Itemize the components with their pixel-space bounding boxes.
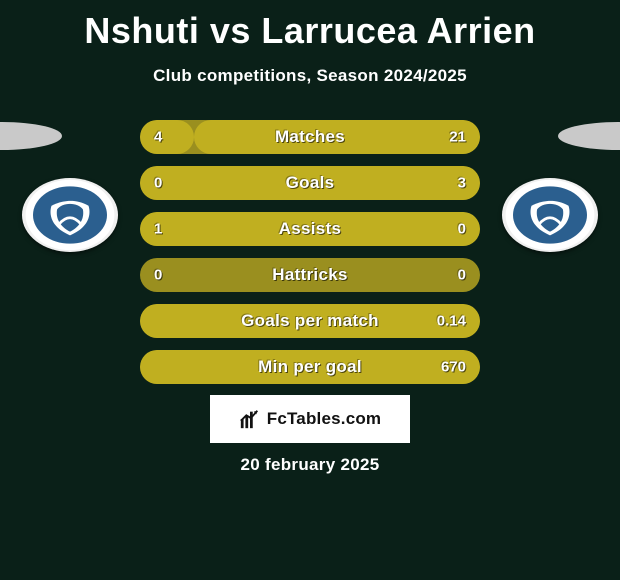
stat-value-left: 0 (154, 175, 162, 192)
stat-value-right: 0.14 (437, 313, 466, 330)
footer-date: 20 february 2025 (0, 455, 620, 475)
stat-row: 670 Min per goal (140, 350, 480, 384)
comparison-bars: 4 21 Matches 0 3 Goals 1 0 Assists 0 0 Hattricks 0.1… (140, 120, 480, 396)
stat-row: 0 0 Hattricks (140, 258, 480, 292)
page-subtitle: Club competitions, Season 2024/2025 (0, 66, 620, 86)
stat-label: Hattricks (272, 265, 347, 285)
stat-label: Goals per match (241, 311, 379, 331)
player-left-silhouette (0, 122, 62, 150)
stat-value-right: 0 (458, 221, 466, 238)
stat-label: Min per goal (258, 357, 362, 377)
stat-row: 1 0 Assists (140, 212, 480, 246)
brand-badge: FcTables.com (210, 395, 410, 443)
stat-value-left: 1 (154, 221, 162, 238)
brand-icon (239, 408, 261, 430)
brand-text: FcTables.com (267, 409, 382, 429)
stat-value-right: 0 (458, 267, 466, 284)
club-badge-left (22, 178, 118, 252)
stat-row: 4 21 Matches (140, 120, 480, 154)
stat-value-left: 4 (154, 129, 162, 146)
stat-label: Goals (286, 173, 335, 193)
page-title: Nshuti vs Larrucea Arrien (0, 0, 620, 52)
stat-label: Matches (275, 127, 345, 147)
stat-value-right: 3 (458, 175, 466, 192)
club-badge-right (502, 178, 598, 252)
stat-value-left: 0 (154, 267, 162, 284)
stat-fill-left (140, 120, 194, 154)
stat-value-right: 21 (449, 129, 466, 146)
stat-label: Assists (279, 219, 342, 239)
stat-row: 0 3 Goals (140, 166, 480, 200)
stat-row: 0.14 Goals per match (140, 304, 480, 338)
stat-value-right: 670 (441, 359, 466, 376)
player-right-silhouette (558, 122, 620, 150)
